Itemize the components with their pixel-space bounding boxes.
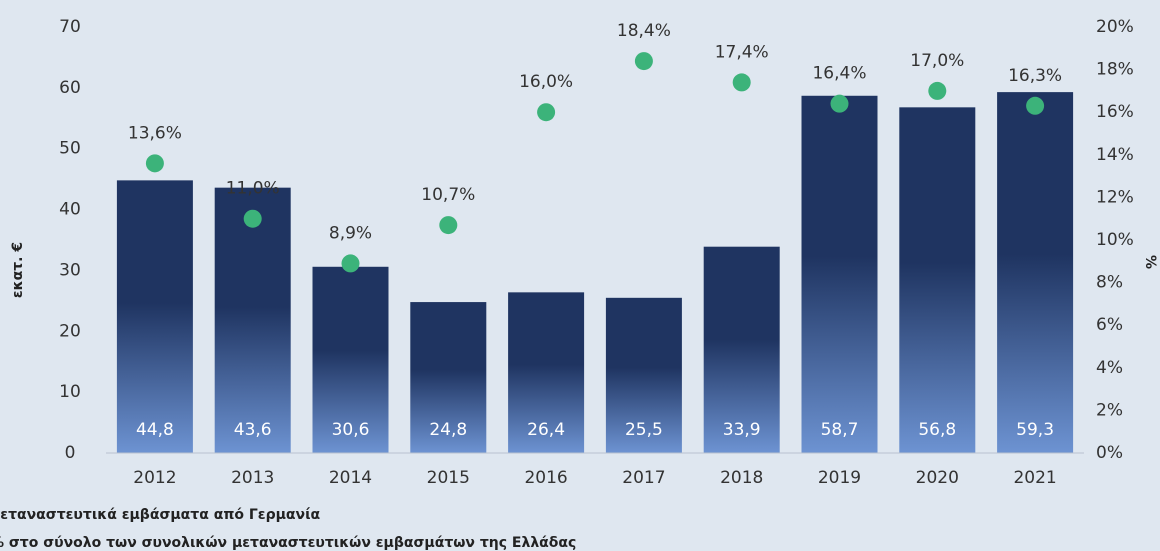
- bar: [214, 187, 291, 454]
- bar: [312, 266, 389, 453]
- x-tick-label: 2013: [231, 468, 274, 488]
- y2-tick-label: 20%: [1096, 17, 1134, 37]
- bar-label: 56,8: [918, 420, 956, 440]
- x-tick-label: 2016: [524, 468, 567, 488]
- bar: [605, 297, 682, 453]
- bar-label: 59,3: [1016, 420, 1054, 440]
- dot-label: 13,6%: [128, 123, 182, 143]
- legend-entry: μεταναστευτικά εμβάσματα από Γερμανία: [0, 507, 321, 523]
- bar: [703, 246, 780, 453]
- y2-axis-title: %: [1142, 255, 1158, 269]
- dot-label: 8,9%: [329, 223, 372, 243]
- bar: [997, 92, 1074, 454]
- y2-tick-label: 12%: [1096, 187, 1134, 207]
- bar-label: 24,8: [429, 420, 467, 440]
- x-tick-label: 2021: [1013, 468, 1056, 488]
- dot: [341, 254, 360, 273]
- bar-label: 25,5: [625, 420, 663, 440]
- x-tick-label: 2012: [133, 468, 176, 488]
- bar: [801, 95, 878, 454]
- dot-label: 16,0%: [519, 72, 573, 92]
- y2-tick-label: 6%: [1096, 315, 1123, 335]
- bar: [116, 180, 193, 454]
- bar: [899, 107, 976, 454]
- bar-label: 33,9: [723, 420, 761, 440]
- dot: [1026, 96, 1045, 115]
- y2-tick-label: 10%: [1096, 230, 1134, 250]
- y-tick-label: 30: [59, 260, 81, 280]
- bar: [508, 292, 585, 453]
- y2-tick-label: 0%: [1096, 443, 1123, 463]
- bar-label: 30,6: [332, 420, 370, 440]
- y-tick-label: 10: [59, 382, 81, 402]
- x-tick-label: 2019: [818, 468, 861, 488]
- y2-tick-label: 2%: [1096, 400, 1123, 420]
- dot: [145, 154, 164, 173]
- y2-tick-label: 4%: [1096, 358, 1123, 378]
- dot-label: 17,4%: [715, 42, 769, 62]
- y-tick-label: 70: [59, 17, 81, 37]
- bar-label: 26,4: [527, 420, 565, 440]
- x-tick-label: 2020: [916, 468, 959, 488]
- y-tick-label: 60: [59, 78, 81, 98]
- y-tick-label: 20: [59, 321, 81, 341]
- y2-tick-label: 14%: [1096, 145, 1134, 165]
- dot-label: 17,0%: [910, 51, 964, 71]
- y-tick-label: 40: [59, 200, 81, 220]
- bar-label: 58,7: [821, 420, 859, 440]
- dot: [243, 209, 262, 228]
- dot: [830, 94, 849, 113]
- dot-label: 16,4%: [812, 64, 866, 84]
- bar: [410, 302, 487, 453]
- y-tick-label: 50: [59, 139, 81, 159]
- x-tick-label: 2014: [329, 468, 372, 488]
- x-tick-label: 2015: [427, 468, 470, 488]
- dot-label: 16,3%: [1008, 66, 1062, 86]
- x-tick-label: 2017: [622, 468, 665, 488]
- dot: [732, 73, 751, 92]
- x-tick-label: 2018: [720, 468, 763, 488]
- dot: [928, 81, 947, 100]
- dot: [537, 103, 556, 122]
- dot-label: 10,7%: [421, 185, 475, 205]
- y2-tick-label: 16%: [1096, 102, 1134, 122]
- legend-entry: % στο σύνολο των συνολικών μεταναστευτικ…: [0, 535, 576, 551]
- y-tick-label: 0: [65, 443, 76, 463]
- dot: [634, 52, 653, 71]
- bar-label: 44,8: [136, 420, 174, 440]
- dot-label: 18,4%: [617, 21, 671, 41]
- y2-tick-label: 8%: [1096, 273, 1123, 293]
- y2-tick-label: 18%: [1096, 60, 1134, 80]
- bar-label: 43,6: [234, 420, 272, 440]
- dot-label: 11,0%: [226, 179, 280, 199]
- dot: [439, 216, 458, 235]
- y-axis-title: εκατ. €: [10, 242, 26, 298]
